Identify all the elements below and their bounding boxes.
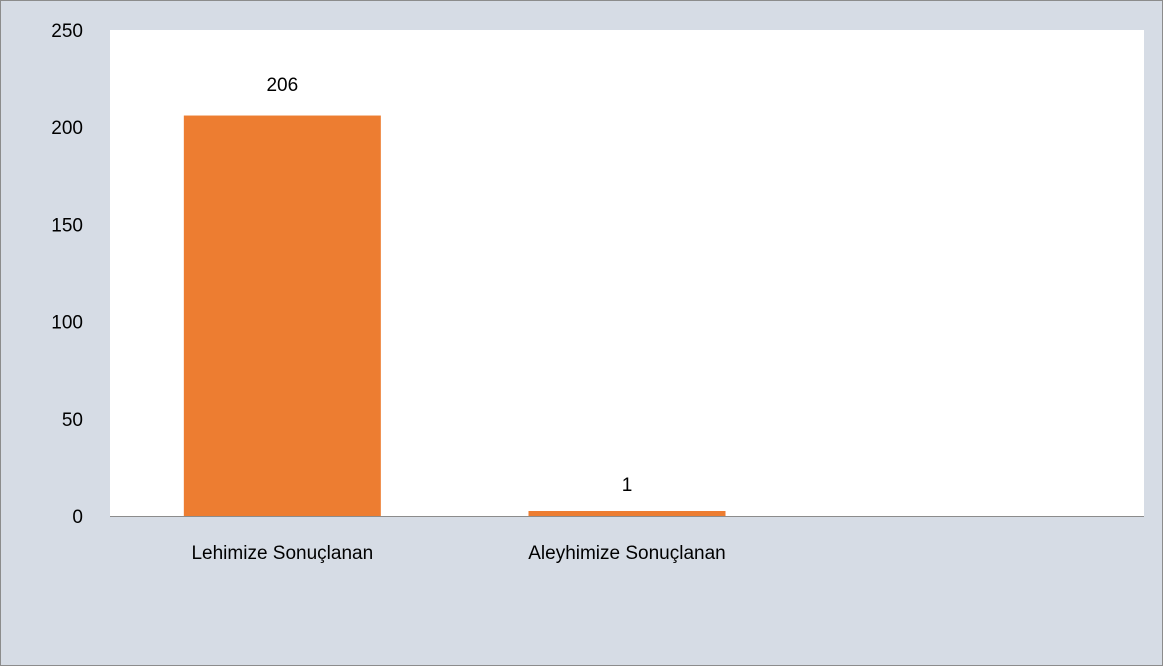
y-axis: 0 50 100 150 200 250 [51,21,83,528]
y-tick-label: 250 [51,21,83,42]
data-label: 206 [266,75,298,96]
bar [183,115,381,516]
data-label: 1 [622,475,633,496]
category-label: Aleyhimize Sonuçlanan [528,543,726,564]
y-tick-label: 100 [51,313,83,334]
x-axis: Lehimize Sonuçlanan Aleyhimize Sonuçlanan [191,543,725,564]
bars [183,115,726,516]
category-label: Lehimize Sonuçlanan [191,543,373,564]
y-tick-label: 50 [62,410,83,431]
bar [528,511,726,516]
y-tick-label: 0 [72,507,83,528]
y-tick-label: 200 [51,118,83,139]
y-tick-label: 150 [51,215,83,236]
